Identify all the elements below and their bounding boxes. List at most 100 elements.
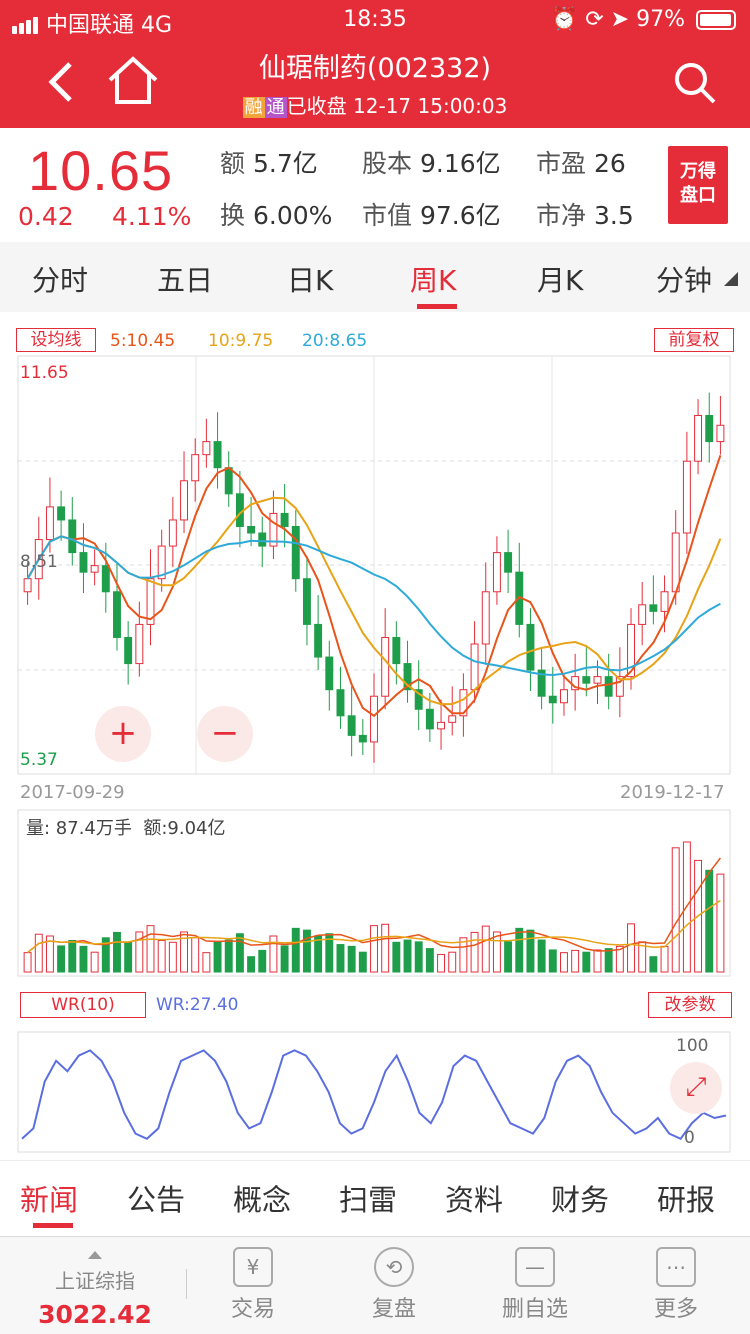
- tab-financials[interactable]: 财务: [551, 1183, 610, 1217]
- replay-button[interactable]: ⟲ 复盘: [344, 1247, 444, 1323]
- volume-bar: [425, 948, 434, 973]
- tab-monthly-k[interactable]: 月K: [537, 264, 584, 297]
- tab-news[interactable]: 新闻: [20, 1183, 79, 1217]
- wr-100-label: 100: [676, 1036, 709, 1056]
- back-icon[interactable]: [46, 60, 76, 104]
- stock-title: 仙琚制药(002332): [258, 53, 492, 84]
- search-icon[interactable]: [672, 60, 718, 106]
- candle-body: [224, 467, 233, 495]
- volume-bars: [23, 841, 725, 973]
- tab-research[interactable]: 研报: [657, 1183, 716, 1217]
- vol-ma10-line: [27, 899, 721, 954]
- candle-body: [582, 676, 591, 684]
- ma20-line: [26, 535, 721, 677]
- connect-tag: 通: [264, 97, 287, 118]
- candle-body: [191, 454, 200, 482]
- trade-button[interactable]: ¥ 交易: [203, 1247, 303, 1323]
- tab-five-day[interactable]: 五日: [157, 264, 214, 297]
- last-price: 10.65: [28, 139, 174, 202]
- candle-body: [247, 525, 256, 534]
- candle-body: [213, 441, 222, 469]
- location-icon: ➤: [610, 7, 630, 32]
- signal-icon: [12, 15, 40, 40]
- volume-bar: [314, 935, 323, 973]
- volume-bar: [526, 929, 535, 973]
- volume-bar: [191, 937, 200, 973]
- remove-favorite-button[interactable]: — 删自选: [485, 1247, 585, 1323]
- period-tabs: 分时 五日 日K 周K 月K 分钟: [0, 242, 750, 312]
- home-icon[interactable]: [106, 54, 160, 108]
- expand-up-icon: [88, 1251, 102, 1259]
- candle-body: [459, 689, 468, 717]
- candle-body: [705, 414, 714, 443]
- volume-bar: [202, 952, 211, 973]
- candle-body: [615, 676, 624, 697]
- volume-bar: [258, 949, 267, 973]
- candle-body: [716, 424, 725, 443]
- zoom-in-button[interactable]: +: [95, 706, 151, 762]
- candle-body: [604, 676, 613, 697]
- index-ticker[interactable]: 上证综指 3022.42: [20, 1247, 170, 1329]
- volume-bar: [515, 927, 524, 973]
- volume-bar: [392, 941, 401, 973]
- volume-bar: [470, 931, 479, 973]
- replay-icon: ⟲: [374, 1247, 414, 1287]
- candle-body: [504, 552, 513, 573]
- pb-ratio: 市净 3.5: [536, 201, 634, 230]
- tab-concepts[interactable]: 概念: [233, 1183, 292, 1217]
- candle-body: [135, 623, 144, 665]
- candle-body: [627, 623, 635, 678]
- volume-bar: [168, 941, 177, 973]
- candle-body: [481, 591, 490, 645]
- expand-icon[interactable]: ⤢: [670, 1062, 722, 1114]
- tab-minute[interactable]: 分钟: [656, 264, 713, 297]
- alarm-icon: ⏰: [550, 7, 579, 32]
- volume-bar: [604, 948, 613, 973]
- adjust-button[interactable]: 前复权: [654, 328, 734, 352]
- candle-body: [258, 532, 267, 547]
- wande-panel-button[interactable]: 万得 盘口: [668, 146, 728, 224]
- news-tabs: 新闻 公告 概念 扫雷 资料 财务 研报: [0, 1160, 750, 1230]
- kline-svg[interactable]: [0, 318, 750, 1160]
- tab-daily-k[interactable]: 日K: [287, 264, 334, 297]
- tab-intraday[interactable]: 分时: [32, 264, 89, 297]
- volume-bar: [560, 952, 568, 973]
- ma5-line: [26, 454, 722, 718]
- kline-chart-area: 设均线 5:10.45 10:9.75 20:8.65 前复权 11.65 8.…: [0, 318, 750, 1160]
- candle-body: [280, 512, 289, 527]
- tab-profile[interactable]: 资料: [445, 1183, 504, 1217]
- set-ma-button[interactable]: 设均线: [16, 328, 96, 352]
- more-button[interactable]: ⋯ 更多: [626, 1247, 726, 1323]
- volume-bar: [90, 951, 99, 973]
- volume-bar: [45, 935, 54, 973]
- divider: [186, 1269, 187, 1299]
- status-bar: 中国联通 4G 18:35 ⏰ ⟳ ➤ 97%: [0, 0, 750, 40]
- candle-body: [90, 565, 99, 573]
- candle-body: [425, 708, 434, 730]
- zoom-out-button[interactable]: −: [197, 706, 253, 762]
- change-params-button[interactable]: 改参数: [648, 992, 732, 1018]
- candle-body: [45, 506, 54, 541]
- bottom-bar: 上证综指 3022.42 ¥ 交易 ⟲ 复盘 — 删自选 ⋯ 更多: [0, 1236, 750, 1334]
- dropdown-icon: [724, 272, 738, 286]
- vol-ma5-line: [27, 857, 721, 954]
- tab-announcements[interactable]: 公告: [127, 1183, 186, 1217]
- volume-bar: [716, 873, 725, 973]
- volume-bar: [68, 940, 77, 973]
- volume-bar: [705, 869, 714, 973]
- candle-body: [314, 623, 323, 658]
- wr-indicator-button[interactable]: WR(10): [20, 992, 146, 1018]
- tab-risk-scan[interactable]: 扫雷: [339, 1183, 398, 1217]
- volume-bar: [79, 945, 88, 973]
- yuan-icon: ¥: [233, 1247, 273, 1287]
- volume-bar: [492, 931, 501, 973]
- volume-bar: [448, 951, 457, 973]
- volume-bar: [302, 929, 311, 973]
- tab-weekly-k[interactable]: 周K: [410, 264, 457, 297]
- volume-bar: [660, 945, 669, 973]
- candle-body: [682, 460, 691, 534]
- candle-body: [448, 715, 457, 723]
- volume-bar: [593, 949, 602, 973]
- candle-body: [381, 636, 390, 697]
- volume-bar: [57, 945, 66, 973]
